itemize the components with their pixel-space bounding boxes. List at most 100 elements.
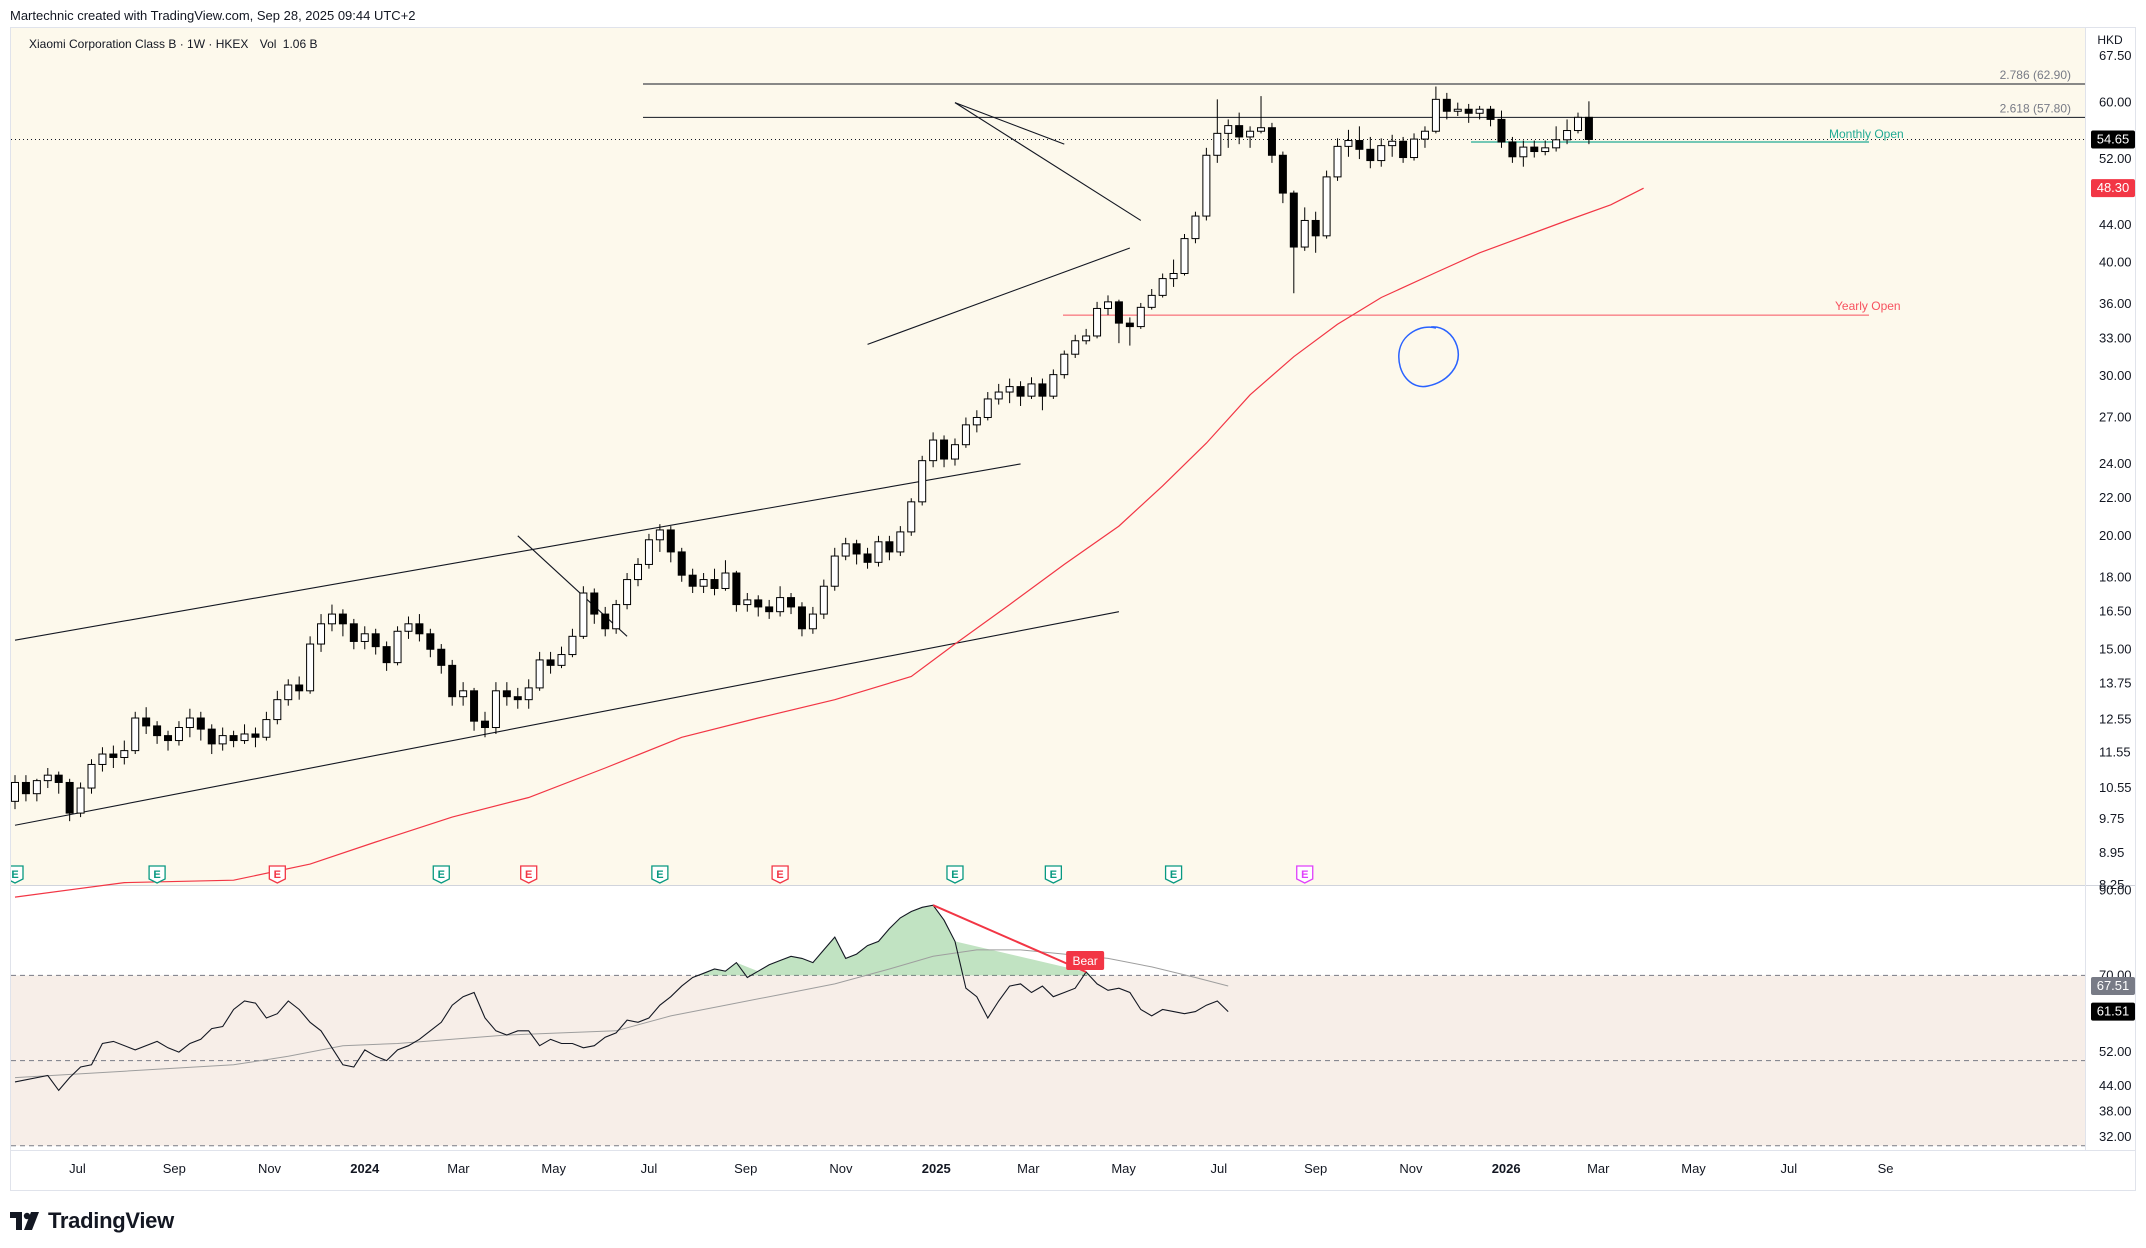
candle-body — [284, 684, 293, 701]
candle — [1257, 96, 1266, 134]
price-chart-svg[interactable]: Xiaomi Corporation Class B · 1W · HKEX V… — [11, 28, 2135, 1190]
candle — [491, 682, 500, 734]
candle — [229, 730, 238, 748]
earnings-marker: E — [268, 865, 286, 884]
candle-body — [1333, 145, 1342, 178]
candle — [557, 646, 566, 669]
candle-body — [1442, 98, 1451, 112]
symbol-info: Xiaomi Corporation Class B · 1W · HKEX V… — [29, 37, 317, 51]
candle — [459, 682, 468, 706]
candle-body — [1563, 130, 1572, 141]
price-axis-tick: 9.75 — [2099, 811, 2124, 826]
candle — [666, 526, 675, 563]
time-axis-tick: Jul — [1780, 1161, 1797, 1176]
candle — [262, 711, 271, 741]
candle — [371, 628, 380, 655]
candle — [1333, 138, 1342, 181]
candle-body — [174, 727, 183, 742]
price-axis-tick: 15.00 — [2099, 641, 2132, 656]
price-axis-tick: 13.75 — [2099, 676, 2132, 691]
candle — [874, 535, 883, 567]
candle — [415, 614, 424, 642]
candle — [164, 730, 173, 751]
candle — [721, 560, 730, 591]
candle-body — [131, 717, 140, 752]
candle-body — [1344, 140, 1353, 147]
candle-body — [229, 735, 238, 742]
time-axis-tick: Mar — [1017, 1161, 1040, 1176]
candle-body — [830, 555, 839, 587]
candle — [404, 616, 413, 639]
candle-body — [983, 398, 992, 418]
candle-body — [1377, 145, 1386, 162]
candle-body — [841, 543, 850, 557]
earnings-marker: E — [1044, 865, 1062, 884]
earnings-marker-letter: E — [1301, 869, 1308, 881]
candle-body — [1388, 140, 1397, 147]
candle-body — [1399, 140, 1408, 159]
price-axis-tick: 8.25 — [2099, 877, 2124, 892]
price-axis-tick: 67.50 — [2099, 48, 2132, 63]
candle-body — [273, 699, 282, 721]
time-axis-tick: 2024 — [350, 1161, 380, 1176]
candle — [830, 547, 839, 591]
candle-body — [634, 563, 643, 581]
candle-body — [327, 613, 336, 625]
candle-body — [448, 664, 457, 698]
candle — [109, 745, 118, 768]
candle-body — [590, 592, 599, 615]
candle-body — [655, 529, 664, 541]
candle — [480, 711, 489, 738]
candle-body — [164, 735, 173, 742]
candle — [76, 782, 85, 818]
fib-extension-2786-label: 2.786 (62.90) — [2000, 68, 2071, 82]
candle-body — [65, 781, 74, 814]
candle — [677, 547, 686, 582]
yearly-open-label: Yearly Open — [1835, 299, 1901, 313]
rsi-axis-tick: 52.00 — [2099, 1044, 2132, 1059]
candle-body — [1049, 374, 1058, 397]
candle — [120, 740, 129, 765]
candle-body — [1530, 146, 1539, 153]
earnings-marker-letter: E — [525, 869, 532, 881]
candles-layer — [11, 86, 1593, 822]
candle-body — [1191, 215, 1200, 240]
candle-body — [929, 439, 938, 462]
candle — [1399, 136, 1408, 163]
rsi-moving-average-tag — [2091, 977, 2135, 996]
earnings-marker: E — [11, 865, 24, 884]
candle — [1322, 170, 1331, 239]
time-axis-tick: Sep — [734, 1161, 757, 1176]
candle-body — [76, 787, 85, 814]
candle-body — [1355, 140, 1364, 150]
candle-body — [87, 763, 96, 789]
candle-body — [612, 604, 621, 630]
earnings-marker: E — [946, 865, 964, 884]
earnings-marker-letter: E — [11, 869, 18, 881]
rsi-axis-tick: 44.00 — [2099, 1078, 2132, 1093]
price-pane-background[interactable] — [11, 28, 2085, 885]
currency-label[interactable]: HKD — [2097, 33, 2123, 47]
candle-body — [1431, 98, 1440, 132]
candle — [1180, 233, 1189, 276]
candle-body — [1038, 383, 1047, 397]
tradingview-logo-text: TradingView — [48, 1208, 174, 1233]
price-axis-tick: 11.55 — [2099, 744, 2131, 759]
candle-body — [1552, 139, 1561, 149]
time-axis-tick: Sep — [1304, 1161, 1327, 1176]
time-axis-tick: Nov — [829, 1161, 853, 1176]
candle-body — [972, 416, 981, 426]
candle — [972, 410, 981, 433]
candle-body — [382, 646, 391, 664]
candle-body — [601, 613, 610, 630]
candle-body — [513, 696, 522, 701]
candle-body — [404, 623, 413, 632]
chart-frame[interactable]: Xiaomi Corporation Class B · 1W · HKEX V… — [10, 27, 2136, 1191]
candle-body — [896, 531, 905, 553]
price-axis-tick: 30.00 — [2099, 368, 2132, 383]
candle-body — [437, 648, 446, 666]
candle — [1082, 328, 1091, 345]
candle — [1071, 334, 1080, 358]
candle-body — [1104, 301, 1112, 309]
